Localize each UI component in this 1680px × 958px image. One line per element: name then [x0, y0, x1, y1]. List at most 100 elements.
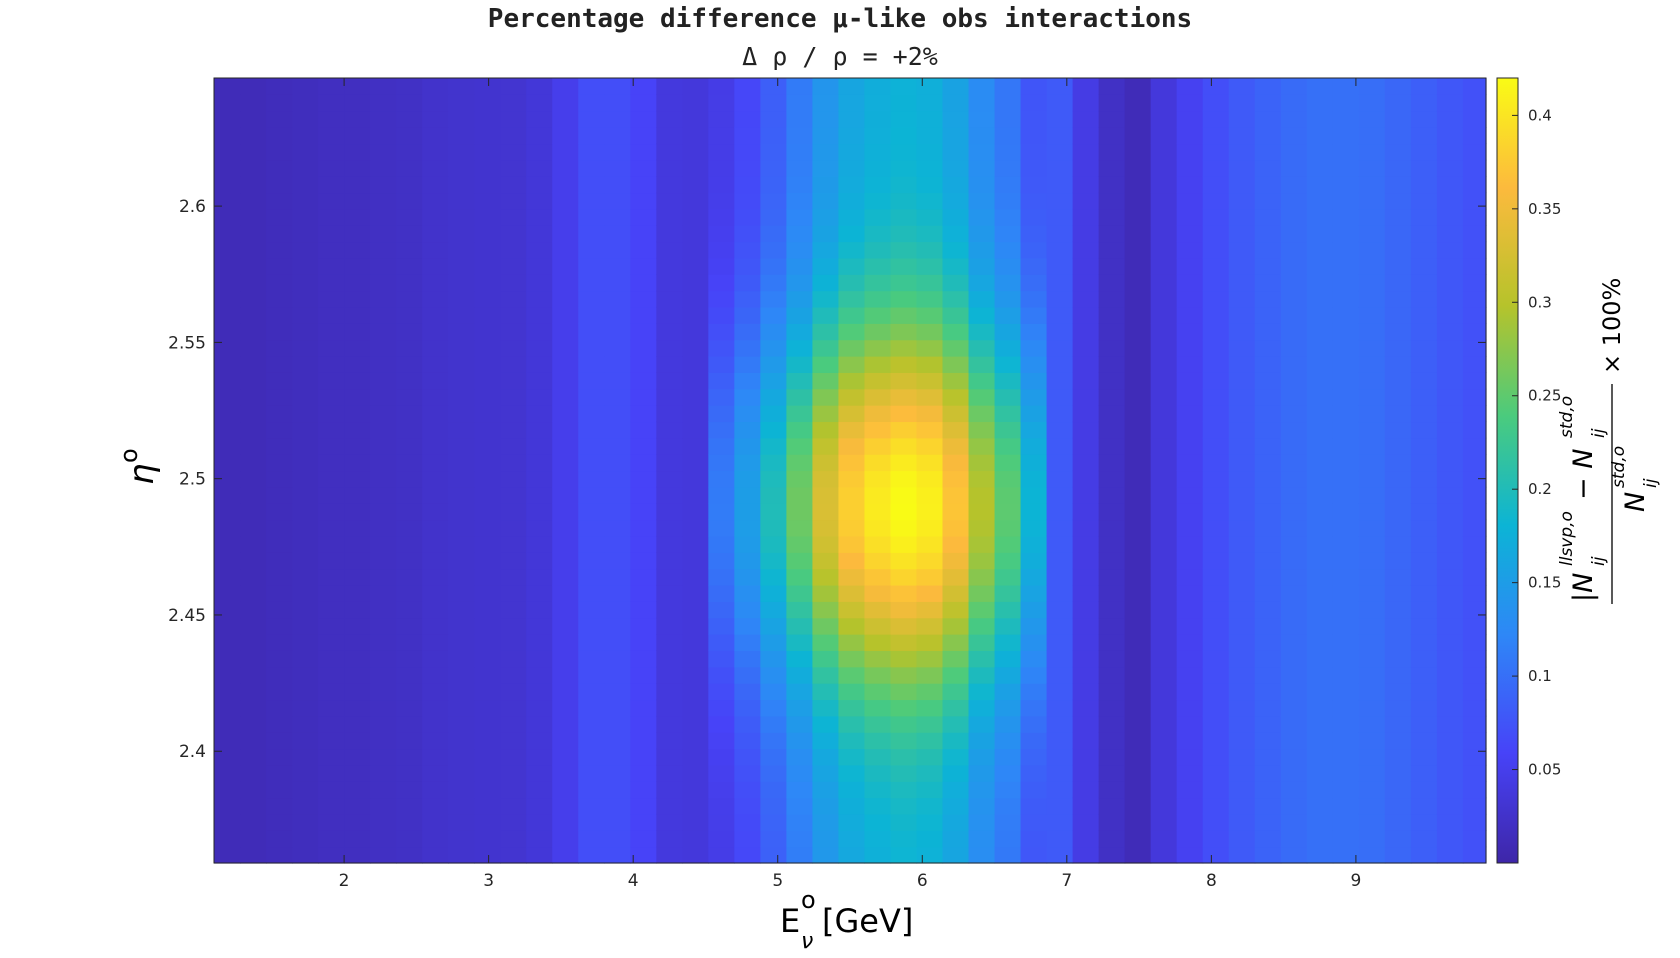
heatmap-cell	[214, 699, 241, 717]
heatmap-cell	[1436, 846, 1464, 864]
heatmap-cell	[1306, 437, 1334, 455]
heatmap-cell	[1306, 519, 1334, 537]
heatmap-cell	[708, 781, 735, 799]
heatmap-cell	[1072, 699, 1100, 717]
heatmap-cell	[1098, 470, 1126, 488]
heatmap-cell	[266, 192, 293, 210]
heatmap-cell	[1150, 192, 1178, 210]
heatmap-cell	[240, 192, 267, 210]
heatmap-cell	[1332, 535, 1360, 553]
heatmap-cell	[500, 110, 527, 128]
heatmap-cell	[318, 290, 345, 308]
heatmap-cell	[1046, 159, 1074, 177]
heatmap-cell	[864, 552, 892, 570]
heatmap-cell	[474, 176, 501, 194]
heatmap-cell	[266, 486, 293, 504]
heatmap-cell	[370, 290, 397, 308]
heatmap-cell	[448, 159, 475, 177]
heatmap-cell	[630, 339, 657, 357]
heatmap-cell	[760, 192, 787, 210]
heatmap-cell	[1384, 388, 1412, 406]
chart-title: Percentage difference μ-like obs interac…	[487, 4, 1193, 34]
heatmap-cell	[864, 732, 892, 750]
heatmap-cell	[1462, 143, 1487, 161]
heatmap-cell	[292, 650, 319, 668]
heatmap-cell	[656, 127, 683, 145]
heatmap-cell	[1280, 535, 1308, 553]
heatmap-cell	[604, 781, 631, 799]
heatmap-cell	[1462, 388, 1487, 406]
heatmap-cell	[240, 454, 267, 472]
heatmap-cell	[1358, 650, 1386, 668]
heatmap-cell	[1202, 584, 1230, 602]
heatmap-cell	[474, 208, 501, 226]
heatmap-cell	[968, 274, 996, 292]
heatmap-cell	[1150, 552, 1178, 570]
heatmap-cell	[968, 421, 996, 439]
x-tick-label: 7	[1061, 871, 1072, 891]
heatmap-cell	[474, 617, 501, 635]
heatmap-cell	[1150, 176, 1178, 194]
heatmap-cell	[656, 192, 683, 210]
heatmap-cell	[1202, 454, 1230, 472]
heatmap-cell	[1358, 846, 1386, 864]
heatmap-cell	[890, 781, 918, 799]
heatmap-cell	[1020, 584, 1048, 602]
heatmap-cell	[318, 241, 345, 259]
heatmap-cell	[994, 813, 1022, 831]
heatmap-cell	[1462, 764, 1487, 782]
heatmap-cell	[604, 372, 631, 390]
heatmap-cell	[344, 78, 371, 95]
heatmap-cell	[630, 470, 657, 488]
heatmap-cell	[1202, 208, 1230, 226]
heatmap-cell	[916, 666, 944, 684]
heatmap-cell	[1176, 241, 1204, 259]
heatmap-cell	[370, 617, 397, 635]
heatmap-cell	[240, 715, 267, 733]
heatmap-cell	[500, 634, 527, 651]
heatmap-cell	[474, 568, 501, 586]
heatmap-cell	[760, 584, 787, 602]
heatmap-cell	[838, 94, 866, 112]
heatmap-cell	[1462, 715, 1487, 733]
heatmap-cell	[422, 225, 449, 243]
heatmap-cell	[708, 274, 735, 292]
heatmap-cell	[500, 764, 527, 782]
heatmap-cell	[994, 339, 1022, 357]
heatmap-cell	[682, 535, 709, 553]
heatmap-cell	[838, 257, 866, 275]
heatmap-cell	[318, 405, 345, 423]
colorbar-label-times: × 100%	[1598, 278, 1626, 374]
heatmap-cell	[1020, 535, 1048, 553]
heatmap-cell	[1332, 797, 1360, 815]
heatmap-cell	[318, 748, 345, 766]
heatmap-cell	[1098, 486, 1126, 504]
heatmap-cell	[630, 257, 657, 275]
heatmap-cell	[890, 306, 918, 324]
heatmap-cell	[1436, 683, 1464, 701]
heatmap-cell	[474, 519, 501, 537]
heatmap-cell	[1046, 732, 1074, 750]
colorbar-tick-label: 0.05	[1528, 761, 1561, 779]
heatmap-cell	[1046, 437, 1074, 455]
heatmap-cell	[1436, 176, 1464, 194]
heatmap-cell	[1098, 192, 1126, 210]
heatmap-cell	[474, 356, 501, 373]
heatmap-cell	[526, 274, 553, 292]
heatmap-cell	[1228, 143, 1256, 161]
heatmap-cell	[370, 666, 397, 684]
heatmap-cell	[838, 290, 866, 308]
heatmap-cell	[890, 568, 918, 586]
heatmap-cell	[1202, 666, 1230, 684]
heatmap-cell	[1202, 470, 1230, 488]
heatmap-cell	[500, 830, 527, 848]
heatmap-cell	[344, 683, 371, 701]
heatmap-cell	[994, 617, 1022, 635]
heatmap-cell	[1020, 552, 1048, 570]
heatmap-cell	[1436, 813, 1464, 831]
heatmap-cell	[500, 503, 527, 521]
heatmap-cell	[864, 257, 892, 275]
heatmap-cell	[1306, 208, 1334, 226]
heatmap-cell	[1358, 601, 1386, 619]
